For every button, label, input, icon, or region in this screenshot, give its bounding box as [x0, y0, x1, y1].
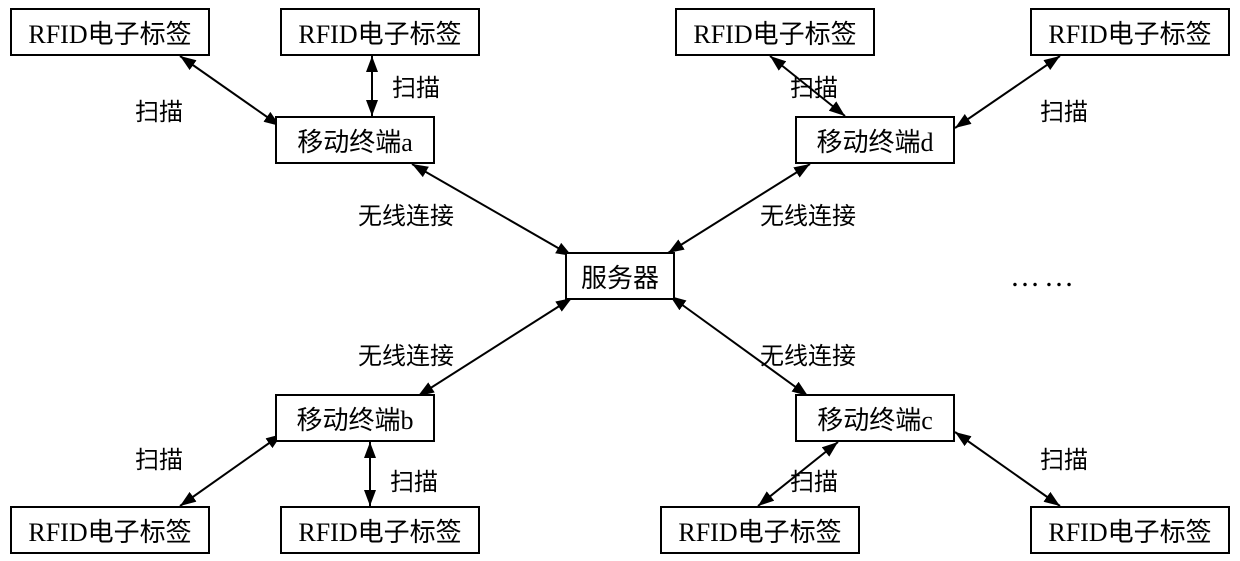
- edge-label-text: 扫描: [390, 470, 438, 496]
- edge-label-text: 扫描: [392, 76, 440, 102]
- edge-label-text: 无线连接: [358, 204, 454, 230]
- edge-label-7: 扫描: [790, 462, 838, 497]
- node-label: 移动终端c: [817, 400, 933, 437]
- node-tag_tl2: RFID电子标签: [280, 8, 480, 56]
- node-tag_tl1: RFID电子标签: [10, 8, 210, 56]
- edge-label-11: 无线连接: [760, 336, 856, 371]
- node-label: RFID电子标签: [298, 14, 461, 51]
- edge-label-1: 扫描: [392, 68, 440, 103]
- node-label: 服务器: [581, 258, 659, 295]
- edge-label-text: 扫描: [790, 76, 838, 102]
- edge-label-10: 无线连接: [358, 336, 454, 371]
- edge-label-text: 无线连接: [760, 344, 856, 370]
- ellipsis: ……: [1010, 260, 1078, 294]
- node-tag_tr2: RFID电子标签: [1030, 8, 1230, 56]
- node-tag_bl1: RFID电子标签: [10, 506, 210, 554]
- node-label: RFID电子标签: [28, 512, 191, 549]
- diagram-root: RFID电子标签RFID电子标签RFID电子标签RFID电子标签移动终端a移动终…: [0, 0, 1240, 561]
- edge-label-5: 扫描: [390, 462, 438, 497]
- ellipsis-text: ……: [1010, 260, 1078, 293]
- node-tag_tr1: RFID电子标签: [675, 8, 875, 56]
- edge-label-text: 扫描: [1040, 448, 1088, 474]
- node-label: 移动终端d: [816, 122, 933, 159]
- node-tag_br2: RFID电子标签: [1030, 506, 1230, 554]
- edge-label-6: 扫描: [1040, 440, 1088, 475]
- node-term_d: 移动终端d: [795, 116, 955, 164]
- edge-label-4: 扫描: [135, 440, 183, 475]
- edge-label-text: 扫描: [135, 448, 183, 474]
- edge-label-8: 无线连接: [358, 196, 454, 231]
- node-label: 移动终端a: [297, 122, 413, 159]
- node-label: RFID电子标签: [28, 14, 191, 51]
- edge-label-text: 扫描: [790, 470, 838, 496]
- edge-label-0: 扫描: [135, 92, 183, 127]
- edge-label-text: 无线连接: [760, 204, 856, 230]
- edge-8: [180, 434, 282, 506]
- edge-label-9: 无线连接: [760, 196, 856, 231]
- node-label: RFID电子标签: [678, 512, 841, 549]
- edge-label-3: 扫描: [790, 68, 838, 103]
- edge-0: [180, 56, 280, 126]
- node-label: RFID电子标签: [1048, 14, 1211, 51]
- edge-label-text: 无线连接: [358, 344, 454, 370]
- edge-label-text: 扫描: [135, 100, 183, 126]
- node-term_b: 移动终端b: [275, 394, 435, 442]
- node-label: RFID电子标签: [693, 14, 856, 51]
- node-label: 移动终端b: [296, 400, 413, 437]
- edge-label-2: 扫描: [1040, 92, 1088, 127]
- node-label: RFID电子标签: [298, 512, 461, 549]
- node-term_a: 移动终端a: [275, 116, 435, 164]
- edge-label-text: 扫描: [1040, 100, 1088, 126]
- node-label: RFID电子标签: [1048, 512, 1211, 549]
- node-tag_br1: RFID电子标签: [660, 506, 860, 554]
- node-tag_bl2: RFID电子标签: [280, 506, 480, 554]
- node-term_c: 移动终端c: [795, 394, 955, 442]
- node-server: 服务器: [565, 252, 675, 300]
